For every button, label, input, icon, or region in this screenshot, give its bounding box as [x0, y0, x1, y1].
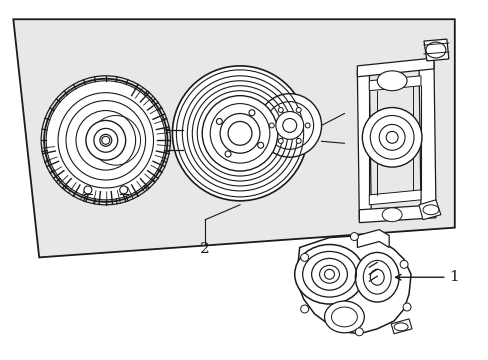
- Polygon shape: [297, 235, 410, 334]
- Ellipse shape: [425, 42, 445, 58]
- Ellipse shape: [202, 96, 277, 171]
- Ellipse shape: [294, 244, 364, 304]
- Ellipse shape: [386, 131, 397, 143]
- Ellipse shape: [216, 118, 222, 125]
- Polygon shape: [368, 76, 420, 91]
- Ellipse shape: [220, 113, 260, 153]
- Ellipse shape: [257, 142, 263, 148]
- Ellipse shape: [422, 205, 438, 215]
- Ellipse shape: [393, 323, 407, 331]
- Ellipse shape: [44, 79, 167, 202]
- Ellipse shape: [227, 121, 251, 145]
- Polygon shape: [368, 190, 420, 205]
- Ellipse shape: [278, 138, 283, 143]
- Ellipse shape: [300, 253, 308, 261]
- Polygon shape: [357, 66, 370, 220]
- Polygon shape: [357, 58, 433, 77]
- Ellipse shape: [311, 258, 346, 290]
- Text: 1: 1: [448, 270, 458, 284]
- Ellipse shape: [296, 108, 301, 112]
- Ellipse shape: [275, 112, 303, 139]
- Ellipse shape: [362, 108, 421, 167]
- Polygon shape: [418, 200, 440, 220]
- Ellipse shape: [300, 305, 308, 313]
- Ellipse shape: [379, 125, 404, 150]
- Polygon shape: [359, 205, 435, 223]
- Text: 2: 2: [200, 242, 210, 256]
- Ellipse shape: [84, 186, 92, 194]
- Ellipse shape: [278, 108, 283, 112]
- Ellipse shape: [100, 134, 112, 146]
- Ellipse shape: [224, 151, 231, 157]
- Ellipse shape: [269, 123, 274, 128]
- Ellipse shape: [382, 208, 401, 222]
- Polygon shape: [13, 19, 454, 257]
- Ellipse shape: [350, 233, 358, 240]
- Polygon shape: [423, 39, 448, 61]
- Ellipse shape: [402, 303, 410, 311]
- Ellipse shape: [248, 110, 254, 116]
- Ellipse shape: [120, 186, 127, 194]
- Ellipse shape: [399, 260, 407, 268]
- Ellipse shape: [355, 328, 363, 336]
- Ellipse shape: [257, 94, 321, 157]
- Ellipse shape: [376, 71, 406, 91]
- Ellipse shape: [324, 301, 364, 333]
- Ellipse shape: [282, 118, 296, 132]
- Ellipse shape: [324, 269, 334, 279]
- Polygon shape: [390, 319, 411, 334]
- Ellipse shape: [305, 123, 309, 128]
- Ellipse shape: [369, 269, 384, 285]
- Polygon shape: [418, 58, 435, 210]
- Ellipse shape: [296, 138, 301, 143]
- Ellipse shape: [355, 252, 398, 302]
- Ellipse shape: [172, 66, 307, 201]
- Polygon shape: [357, 230, 388, 247]
- Ellipse shape: [86, 121, 125, 160]
- Ellipse shape: [94, 129, 118, 152]
- Ellipse shape: [102, 136, 109, 144]
